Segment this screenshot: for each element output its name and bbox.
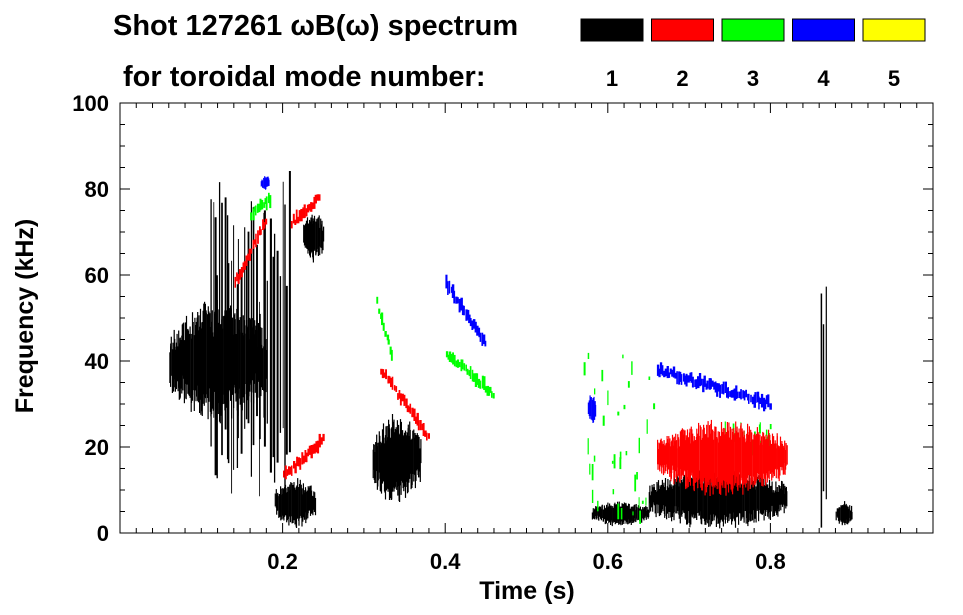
mode-3-scatter-17 <box>583 352 656 524</box>
mode-1-streaks-1 <box>210 171 291 497</box>
legend-swatch-mode-2 <box>651 18 714 42</box>
legend-label-mode-1: 1 <box>606 66 618 91</box>
mode-1-blob-4 <box>372 414 422 502</box>
chart-title-line2: for toroidal mode number: <box>123 61 486 93</box>
legend-label-mode-2: 2 <box>676 66 688 91</box>
mode-3-chirp-14 <box>250 192 272 221</box>
plot-area <box>169 171 853 529</box>
legend-swatch-mode-4 <box>792 18 855 42</box>
mode-1-blob-3 <box>303 214 325 263</box>
mode-3-chirp-15 <box>376 296 393 361</box>
mode-2-chirp-11 <box>283 433 325 480</box>
mode-4-blob-20 <box>587 395 597 423</box>
mode-1-blob-8 <box>835 501 853 526</box>
y-tick-label: 0 <box>97 521 109 546</box>
mode-2-chirp-10 <box>290 194 321 229</box>
y-axis-label: Frequency (kHz) <box>11 219 39 413</box>
mode-3-chirp-16 <box>445 351 495 399</box>
x-axis-label: Time (s) <box>479 577 574 605</box>
legend-label-mode-3: 3 <box>747 66 759 91</box>
mode-2-blob-13 <box>657 419 788 496</box>
y-tick-label: 20 <box>85 435 109 460</box>
x-tick-label: 0.6 <box>593 549 624 574</box>
y-tick-label: 100 <box>72 91 109 116</box>
axes: 0.2 0.4 0.6 0.8 0 20 40 60 80 100 <box>72 91 933 574</box>
mode-2-chirp-9 <box>234 218 268 288</box>
legend-swatch-mode-5 <box>862 18 926 42</box>
mode-4-blob-22 <box>260 176 270 190</box>
chart-title-line1: Shot 127261 ωB(ω) spectrum <box>113 10 518 42</box>
legend-label-mode-4: 4 <box>817 66 830 91</box>
x-tick-label: 0.4 <box>430 549 461 574</box>
x-tick-label: 0.8 <box>755 549 786 574</box>
legend: 1 2 3 4 5 <box>580 18 926 91</box>
mode-1-streaks-7 <box>820 286 827 528</box>
mode-1-blob-5 <box>591 501 650 527</box>
mode-1-blob-2 <box>274 478 317 528</box>
y-tick-label: 80 <box>85 177 109 202</box>
y-tick-label: 40 <box>85 349 109 374</box>
legend-swatch-mode-1 <box>580 18 644 42</box>
legend-label-mode-5: 5 <box>888 66 900 91</box>
mode-4-chirp-19 <box>445 274 487 347</box>
x-tick-label: 0.2 <box>267 549 298 574</box>
y-tick-label: 60 <box>85 263 109 288</box>
mode-2-chirp-12 <box>380 368 430 441</box>
legend-swatch-mode-3 <box>721 18 785 42</box>
mode-4-chirp-21 <box>656 362 772 412</box>
